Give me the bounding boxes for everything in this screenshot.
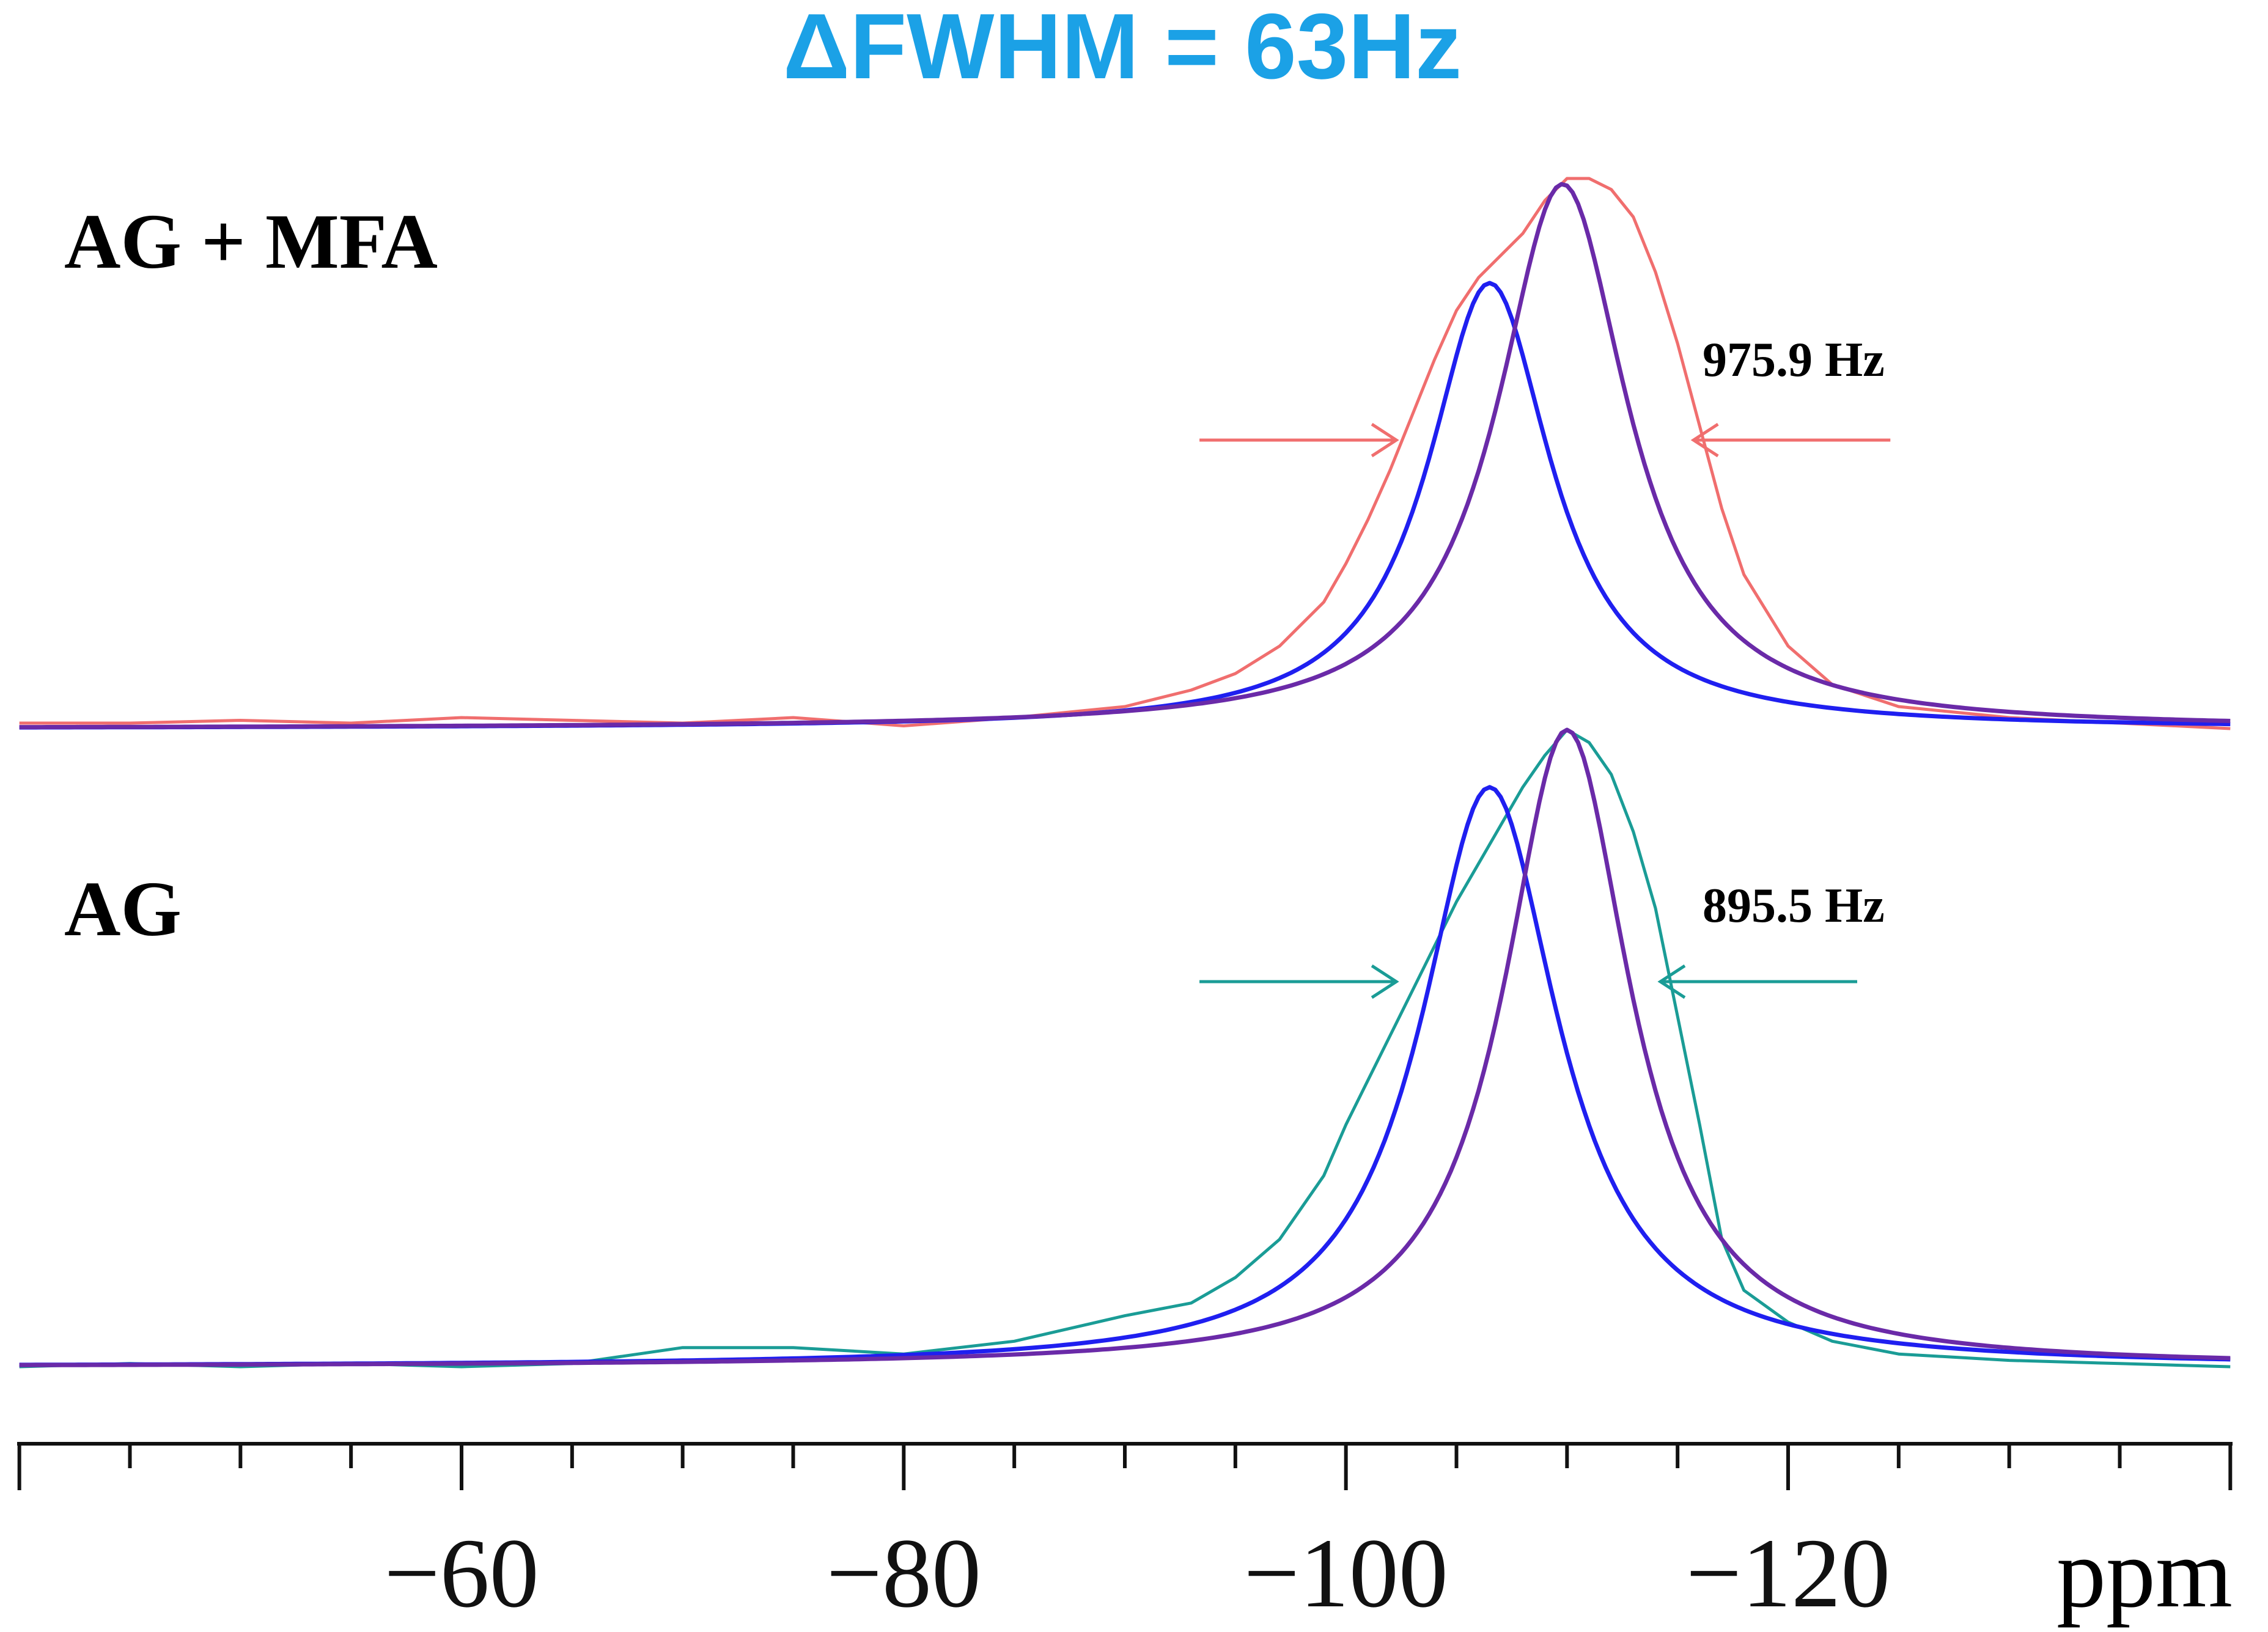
fwhm-arrows (1199, 422, 1891, 999)
x-axis: −60 −80 −100 −120 (17, 1442, 2233, 1628)
fwhm-arrowhead-right-ag-mfa (1690, 422, 1719, 458)
x-tick-label: −80 (827, 1519, 981, 1628)
fit-1-line-ag (19, 785, 2231, 1367)
measured-line-ag-mfa (19, 177, 2231, 730)
x-tick-label: −60 (384, 1519, 539, 1628)
fwhm-arrowhead-right-ag (1657, 964, 1686, 999)
fit-2-line-ag (19, 727, 2231, 1367)
spectrum-label-ag: AG (64, 866, 182, 952)
plot-area (19, 177, 2231, 1369)
fwhm-label-ag-mfa: 975.9 Hz (1703, 333, 1885, 387)
fwhm-arrowhead-left-ag (1371, 964, 1399, 999)
chart-title: ΔFWHM = 63Hz (783, 0, 1462, 98)
x-tick-label: −100 (1243, 1519, 1448, 1628)
fit-2-line-ag-mfa (19, 182, 2231, 730)
fit-1-line-ag-mfa (19, 281, 2231, 730)
spectrum-label-ag-mfa: AG + MFA (64, 198, 438, 285)
fwhm-label-ag: 895.5 Hz (1703, 879, 1885, 933)
measured-line-ag (19, 728, 2231, 1369)
x-axis-label: ppm (2056, 1519, 2233, 1628)
fwhm-arrowhead-left-ag-mfa (1371, 422, 1399, 458)
x-tick-label: −120 (1686, 1519, 1890, 1628)
